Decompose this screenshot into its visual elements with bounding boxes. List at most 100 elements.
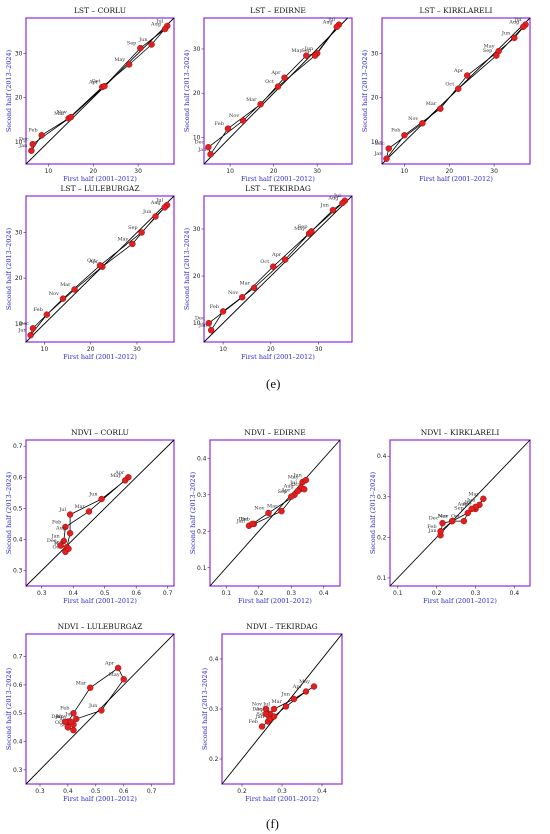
data-point-jun bbox=[152, 213, 159, 220]
data-point-mar bbox=[85, 508, 93, 515]
y-tick-label: 0.7 bbox=[13, 654, 23, 661]
point-label: Jul bbox=[514, 17, 522, 23]
point-label: Sep bbox=[278, 489, 288, 495]
data-point-jun bbox=[98, 495, 105, 503]
point-label: Sep bbox=[53, 540, 63, 546]
data-point-apr bbox=[281, 256, 289, 263]
point-label: Jul bbox=[333, 193, 341, 199]
chart-title: LST – LULEBURGAZ bbox=[60, 184, 139, 193]
x-tick-label: 10 bbox=[41, 346, 49, 353]
point-label: Dec bbox=[238, 516, 248, 522]
point-label: Jul bbox=[262, 702, 270, 708]
point-label: Jun bbox=[292, 473, 302, 479]
one-to-one-line bbox=[209, 439, 341, 587]
chart-panel-9: NDVI – LULEBURGAZ 0.3 0.4 0.5 0.6 0.7 0.3 0.4 0.… bbox=[5, 622, 175, 803]
point-label: Jul bbox=[64, 711, 72, 717]
point-label: Oct bbox=[260, 259, 269, 265]
point-label: Jan bbox=[198, 323, 208, 329]
chart-title: LST – EDIRNE bbox=[250, 6, 306, 15]
data-point-jan bbox=[207, 327, 215, 334]
point-label: Apr bbox=[461, 501, 472, 507]
y-axis-label: Second half (2013–2024) bbox=[5, 471, 13, 554]
data-point-oct bbox=[455, 85, 462, 92]
point-label: Sep bbox=[127, 41, 137, 47]
panel-label-f: (f) bbox=[266, 816, 279, 831]
y-tick-label: 0.4 bbox=[13, 536, 23, 543]
y-tick-label: 10 bbox=[193, 134, 201, 141]
y-tick-label: 20 bbox=[15, 95, 23, 102]
point-label: Oct bbox=[52, 544, 61, 550]
data-point-feb bbox=[43, 311, 51, 318]
point-label: Nov bbox=[252, 702, 262, 708]
point-label: Jun bbox=[88, 703, 98, 709]
x-tick-label: 30 bbox=[315, 346, 323, 353]
data-point-aug bbox=[161, 204, 168, 211]
point-label: Mar bbox=[240, 280, 251, 286]
chart-panel-6: NDVI – CORLU 0.3 0.4 0.5 0.6 0.7 0.3 0.4 0.5 0.6 0… bbox=[5, 428, 175, 605]
y-tick-label: 20 bbox=[371, 95, 379, 102]
y-tick-label: 0.1 bbox=[377, 575, 387, 582]
x-tick-label: 10 bbox=[219, 346, 227, 353]
point-label: Nov bbox=[56, 714, 66, 720]
x-tick-label: 20 bbox=[270, 168, 278, 175]
y-tick-label: 20 bbox=[193, 90, 201, 97]
x-tick-label: 30 bbox=[134, 168, 142, 175]
one-to-one-line bbox=[25, 17, 175, 165]
point-label: Dec bbox=[195, 316, 205, 322]
point-label: Dec bbox=[252, 707, 262, 713]
data-point-apr bbox=[302, 688, 310, 695]
point-label: Jun bbox=[319, 203, 329, 209]
y-axis-label: Second half (2013–2024) bbox=[369, 471, 377, 554]
y-tick-label: 0.5 bbox=[13, 505, 23, 512]
data-point-jan bbox=[207, 151, 214, 158]
x-tick-label: 0.3 bbox=[35, 788, 45, 795]
point-label: Feb bbox=[241, 516, 250, 522]
plot-frame bbox=[203, 195, 353, 343]
chart-title: NDVI – KIRKLARELI bbox=[421, 428, 500, 437]
point-label: May bbox=[299, 679, 310, 685]
x-tick-label: 0.2 bbox=[254, 590, 264, 597]
x-tick-label: 0.4 bbox=[63, 788, 73, 795]
data-point-sep bbox=[138, 229, 145, 236]
point-label: Mar bbox=[246, 97, 257, 103]
data-point-jan bbox=[27, 331, 34, 339]
point-label: Mar bbox=[267, 504, 278, 510]
point-label: Jul bbox=[58, 507, 66, 513]
plot-frame bbox=[25, 195, 175, 343]
point-label: Jan bbox=[255, 714, 265, 720]
y-tick-label: 0.6 bbox=[13, 474, 23, 481]
x-tick-label: 0.3 bbox=[471, 590, 481, 597]
data-point-jan bbox=[383, 155, 390, 162]
point-label: Jun bbox=[142, 209, 152, 215]
data-point-dec bbox=[29, 325, 37, 332]
data-point-may bbox=[480, 495, 487, 503]
point-label: Oct bbox=[445, 81, 454, 87]
point-label: Jan bbox=[427, 528, 437, 534]
point-label: Dec bbox=[51, 714, 61, 720]
plot-frame bbox=[203, 17, 353, 165]
point-label: Jun bbox=[88, 492, 98, 498]
point-label: Apr bbox=[271, 252, 282, 258]
point-label: May bbox=[291, 48, 302, 54]
point-label: Oct bbox=[87, 258, 96, 264]
y-tick-label: 0.4 bbox=[377, 453, 387, 460]
point-label: Jul bbox=[289, 480, 297, 486]
data-point-feb bbox=[224, 125, 232, 132]
data-point-dec bbox=[57, 542, 64, 549]
chart-title: LST – CORLU bbox=[74, 6, 126, 15]
data-point-feb bbox=[401, 132, 408, 139]
point-label: May bbox=[468, 491, 479, 497]
one-to-one-line bbox=[221, 633, 343, 785]
point-label: Oct bbox=[265, 79, 274, 85]
point-label: Jan bbox=[197, 147, 207, 153]
point-label: Mar bbox=[426, 101, 437, 107]
one-to-one-line bbox=[389, 439, 531, 587]
chart-title: LST – KIRKLARELI bbox=[420, 6, 493, 15]
x-axis-label: First half (2001–2012) bbox=[245, 795, 319, 803]
x-tick-label: 0.6 bbox=[131, 590, 141, 597]
x-tick-label: 0.4 bbox=[510, 590, 520, 597]
data-point-may bbox=[310, 683, 318, 690]
data-point-apr bbox=[114, 664, 122, 672]
x-tick-label: 20 bbox=[87, 346, 95, 353]
y-axis-label: Second half (2013–2024) bbox=[5, 49, 13, 132]
